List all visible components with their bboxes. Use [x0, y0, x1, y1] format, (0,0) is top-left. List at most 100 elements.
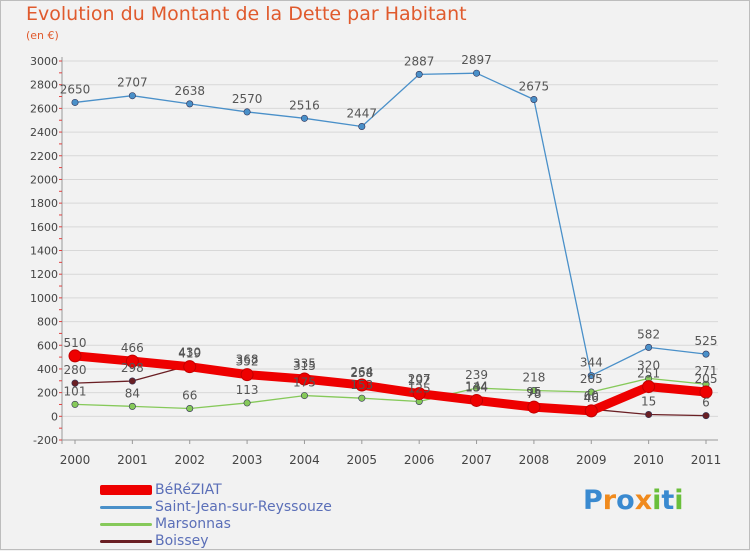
x-tick-label: 2002: [174, 453, 205, 467]
data-label: 344: [580, 356, 603, 370]
data-label: 258: [350, 366, 373, 380]
data-label: 153: [350, 378, 373, 392]
data-label: 510: [64, 336, 87, 350]
legend-label-marsonnas: Marsonnas: [155, 516, 231, 532]
y-tick-label: 3000: [30, 55, 58, 68]
data-label: 2570: [232, 92, 263, 106]
data-label: 95: [526, 385, 541, 399]
y-tick-label: 2600: [30, 102, 58, 115]
data-point: [243, 108, 251, 116]
data-label: 218: [522, 370, 545, 384]
data-point: [473, 384, 481, 392]
data-point: [300, 392, 308, 400]
chart-subtitle: (en €): [26, 29, 59, 42]
data-label: 6: [702, 396, 710, 410]
data-point: [645, 343, 653, 351]
data-label: 239: [465, 368, 488, 382]
x-tick-label: 2000: [60, 453, 91, 467]
y-tick-label: 2000: [30, 173, 58, 186]
data-label: 280: [64, 363, 87, 377]
x-tick-label: 2001: [117, 453, 148, 467]
data-label: 2897: [461, 53, 492, 67]
data-label: 205: [580, 372, 603, 386]
data-label: 320: [637, 358, 660, 372]
data-label: 46: [584, 391, 599, 405]
data-label: 430: [178, 345, 201, 359]
data-point: [530, 95, 538, 103]
data-point: [702, 350, 710, 358]
y-tick-label: 1200: [30, 268, 58, 281]
data-label: 271: [695, 364, 718, 378]
y-tick-label: 1800: [30, 197, 58, 210]
y-tick-label: 2400: [30, 126, 58, 139]
y-tick-label: 600: [37, 339, 58, 352]
series-line: [70, 351, 711, 416]
data-point: [645, 411, 653, 419]
chart-title: Evolution du Montant de la Dette par Hab…: [26, 3, 467, 25]
data-point: [183, 360, 197, 374]
data-label: 175: [293, 376, 316, 390]
y-tick-label: 2800: [30, 79, 58, 92]
data-label: 205: [695, 372, 718, 386]
x-tick-label: 2003: [232, 453, 263, 467]
data-label: 2650: [60, 82, 91, 96]
data-point: [642, 380, 656, 394]
data-label: 251: [637, 367, 660, 381]
series-line: [74, 377, 707, 410]
logo-letter: r: [602, 485, 617, 516]
data-point: [584, 404, 598, 418]
data-point: [355, 378, 369, 392]
logo-letter: t: [661, 485, 675, 516]
x-tick-label: 2005: [347, 453, 378, 467]
data-point: [71, 98, 79, 106]
x-tick-label: 2010: [633, 453, 664, 467]
proxiti-logo: Proxiti: [583, 485, 684, 516]
data-point: [530, 386, 538, 394]
data-label: 315: [293, 359, 316, 373]
y-tick-label: -200: [33, 434, 58, 447]
y-tick-label: 1400: [30, 245, 58, 258]
legend-label-bereziat: BéRéZIAT: [155, 482, 222, 498]
x-tick-label: 2006: [404, 453, 435, 467]
legend-swatch-marsonnas: [100, 523, 152, 526]
data-label: 125: [408, 382, 431, 396]
data-point: [358, 394, 366, 402]
data-label: 2707: [117, 76, 148, 90]
data-point: [68, 349, 82, 363]
data-label: 298: [121, 361, 144, 375]
legend-swatch-bereziat: [100, 485, 152, 495]
data-point: [128, 92, 136, 100]
data-point: [297, 372, 311, 386]
data-label: 144: [465, 379, 488, 393]
legend-label-saint-jean: Saint-Jean-sur-Reyssouze: [155, 499, 332, 515]
data-label: 113: [236, 383, 259, 397]
data-label: 368: [236, 353, 259, 367]
x-tick-label: 2008: [519, 453, 550, 467]
x-tick-label: 2009: [576, 453, 607, 467]
data-label: 335: [293, 357, 316, 371]
data-label: 207: [408, 372, 431, 386]
y-tick-label: 2200: [30, 150, 58, 163]
data-point: [415, 70, 423, 78]
data-label: 192: [408, 374, 431, 388]
x-tick-label: 2007: [461, 453, 492, 467]
data-point: [71, 379, 79, 387]
data-point: [128, 402, 136, 410]
logo-letter: P: [583, 485, 603, 516]
data-point: [412, 387, 426, 401]
data-point: [243, 399, 251, 407]
y-tick-label: 800: [37, 316, 58, 329]
data-label: 2675: [519, 79, 550, 93]
y-tick-label: 0: [51, 410, 58, 423]
data-point: [470, 393, 484, 407]
data-label: 264: [350, 365, 373, 379]
data-point: [186, 100, 194, 108]
legend-swatch-saint-jean: [100, 506, 152, 509]
y-tick-label: 400: [37, 363, 58, 376]
data-label: 60: [584, 389, 599, 403]
data-label: 15: [641, 395, 656, 409]
series-line: [74, 72, 707, 377]
data-point: [473, 69, 481, 77]
